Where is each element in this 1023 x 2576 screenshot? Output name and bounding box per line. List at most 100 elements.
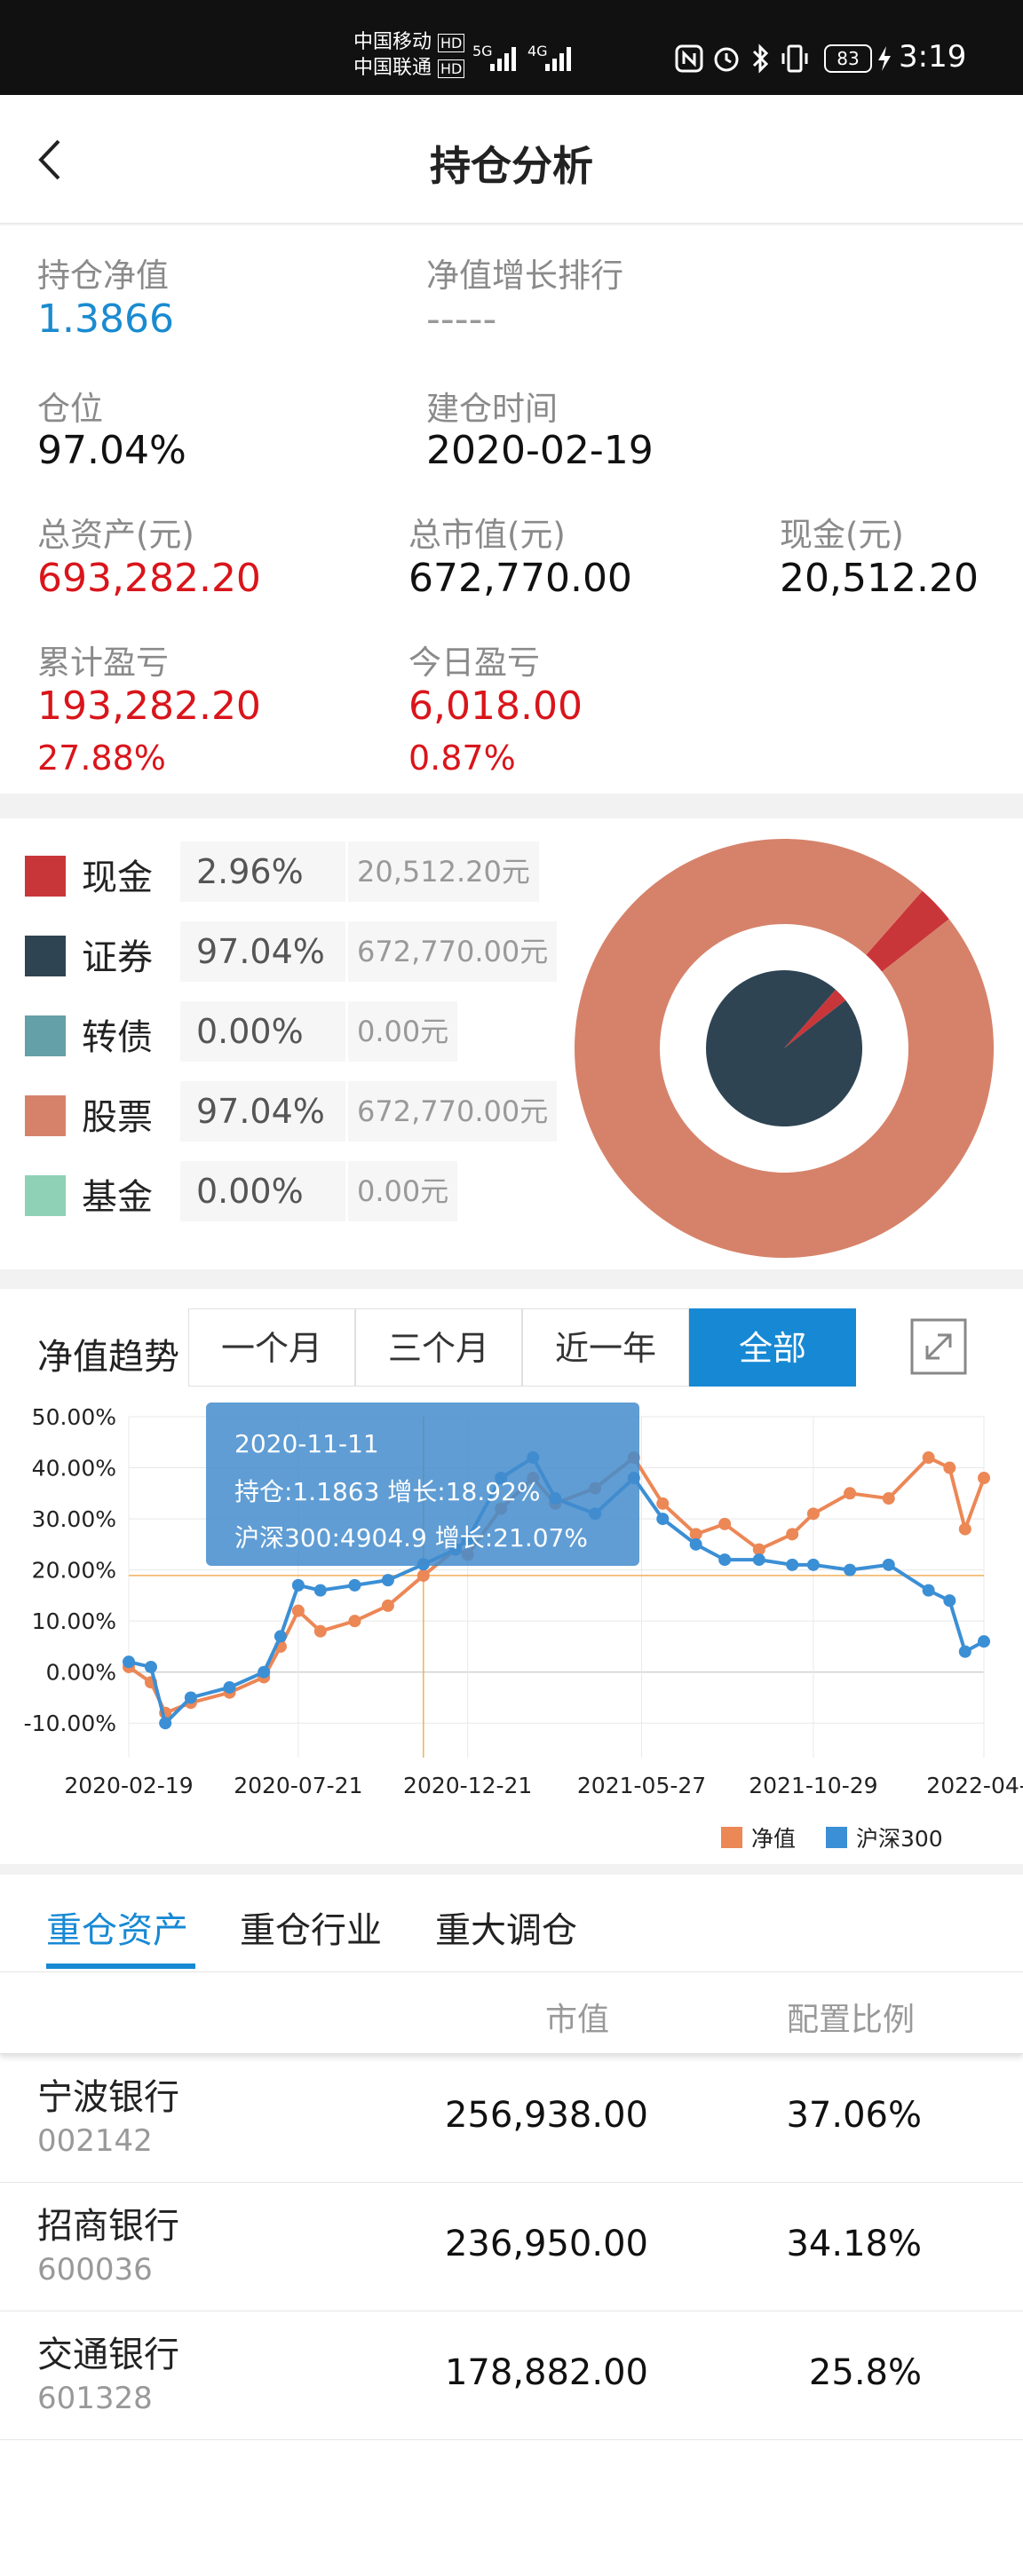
clock: 3:19 (899, 39, 967, 75)
legend-name: 转债 (82, 1017, 153, 1058)
range-selector: 一个月 三个月 近一年 全部 (188, 1308, 856, 1387)
legend-swatch (25, 856, 66, 897)
carrier-2: 中国联通 (353, 57, 432, 79)
charging-icon (878, 46, 891, 71)
table-row[interactable]: 交通银行 601328 178,882.00 25.8% (0, 2311, 1023, 2440)
stock-name: 宁波银行 (37, 2077, 179, 2118)
allocation-donut-chart (575, 839, 994, 1258)
today-pl-value: 6,018.00 (408, 684, 583, 729)
series-point (943, 1594, 956, 1608)
y-tick-label: -10.00% (24, 1711, 116, 1736)
range-option[interactable]: 全部 (689, 1308, 856, 1387)
back-arrow-icon[interactable] (32, 138, 67, 182)
series-point (159, 1717, 172, 1730)
pie-slice (784, 989, 846, 1048)
y-tick-label: 0.00% (46, 1660, 116, 1686)
signal-icon (545, 47, 571, 71)
series-point (752, 1543, 765, 1556)
position-value: 97.04% (37, 428, 186, 473)
series-point (656, 1497, 670, 1510)
legend-swatch (25, 1175, 66, 1216)
pie-slice (705, 970, 862, 1126)
tab-heavy-industry[interactable]: 重仓行业 (240, 1910, 382, 1951)
stock-ratio: 25.8% (808, 2352, 922, 2393)
summary-card: 持仓净值 1.3866 净值增长排行 ----- 仓位 97.04% 建仓时间 … (0, 225, 1023, 794)
total-assets-value: 693,282.20 (37, 556, 261, 601)
table-row[interactable]: 招商银行 600036 236,950.00 34.18% (0, 2183, 1023, 2311)
fullscreen-icon[interactable] (909, 1317, 968, 1376)
series-point (258, 1665, 271, 1679)
series-point (958, 1522, 971, 1536)
range-option[interactable]: 近一年 (522, 1308, 689, 1387)
legend-name: 现金 (82, 857, 153, 898)
table-row[interactable]: 宁波银行 002142 256,938.00 37.06% (0, 2054, 1023, 2183)
legend-name: 股票 (82, 1097, 153, 1138)
stock-market-value: 256,938.00 (444, 2095, 648, 2136)
series-point (882, 1558, 895, 1571)
series-point (689, 1537, 702, 1551)
today-pl-label: 今日盈亏 (408, 644, 540, 682)
stock-code: 601328 (37, 2381, 153, 2416)
signal-icon (490, 47, 516, 71)
stock-code: 600036 (37, 2252, 153, 2288)
series-point (718, 1517, 732, 1530)
open-date-value: 2020-02-19 (426, 428, 654, 473)
table-header: 市值 配置比例 (0, 1972, 1023, 2054)
series-point (144, 1660, 157, 1673)
series-point (882, 1492, 895, 1505)
series-point (348, 1578, 361, 1592)
legend-percent: 97.04% (180, 921, 345, 982)
nfc-icon (675, 44, 703, 73)
status-bar: 中国移动 HD 中国联通 HD 5G 4G 83 3:19 (0, 0, 1023, 95)
rank-value: ----- (426, 296, 497, 342)
series-point (718, 1553, 732, 1567)
series-point (786, 1558, 799, 1571)
legend-percent: 97.04% (180, 1081, 345, 1142)
active-tab-indicator (46, 1964, 195, 1969)
stock-name: 招商银行 (37, 2206, 179, 2247)
legend-swatch (25, 936, 66, 976)
range-option[interactable]: 一个月 (188, 1308, 355, 1387)
trend-card: 净值趋势 一个月 三个月 近一年 全部 50.00% 40.00% 30.00% 20.00… (0, 1289, 1023, 1864)
tab-major-rebalance[interactable]: 重大调仓 (435, 1910, 577, 1951)
series-point (184, 1691, 197, 1704)
series-point (291, 1578, 305, 1592)
tooltip-box (206, 1403, 639, 1566)
tooltip-text: 2020-11-11 (234, 1429, 379, 1458)
tab-heavy-assets[interactable]: 重仓资产 (46, 1910, 188, 1951)
column-header-ratio: 配置比例 (787, 2002, 916, 2038)
stock-ratio: 34.18% (786, 2224, 922, 2264)
legend-amount: 672,770.00元 (348, 1081, 558, 1142)
series-point (123, 1655, 135, 1669)
ring-slice (866, 890, 949, 972)
series-point (806, 1558, 820, 1571)
series-point (689, 1528, 702, 1541)
carrier-info: 中国移动 HD 中国联通 HD (353, 30, 465, 82)
tab-bar: 重仓资产 重仓行业 重大调仓 (0, 1875, 1023, 1972)
legend-swatch (826, 1827, 847, 1848)
range-option[interactable]: 三个月 (355, 1308, 522, 1387)
stock-code: 002142 (37, 2123, 153, 2159)
tooltip-text: 持仓:1.1863 增长:18.92% (234, 1477, 541, 1506)
stock-ratio: 37.06% (786, 2095, 922, 2136)
nav-bar: 持仓分析 (0, 95, 1023, 224)
legend-swatch (25, 1095, 66, 1136)
legend-percent: 2.96% (180, 842, 345, 902)
series-point (381, 1574, 394, 1587)
series-point (922, 1451, 935, 1465)
today-pl-pct: 0.87% (408, 739, 516, 778)
page-title: 持仓分析 (430, 142, 593, 190)
series-point (943, 1461, 956, 1474)
cash-label: 现金(元) (780, 516, 904, 554)
series-point (958, 1645, 971, 1658)
open-date-label: 建仓时间 (426, 390, 558, 428)
y-tick-label: 10.00% (32, 1608, 116, 1634)
cum-pl-label: 累计盈亏 (37, 644, 169, 682)
series-point (844, 1563, 857, 1576)
x-tick-label: 2021-10-29 (749, 1773, 877, 1798)
net-type-2: 4G (527, 43, 548, 59)
hd-badge: HD (438, 34, 465, 52)
series-point (978, 1472, 990, 1485)
battery-indicator: 83 (824, 44, 872, 73)
x-tick-label: 2020-07-21 (234, 1773, 362, 1798)
